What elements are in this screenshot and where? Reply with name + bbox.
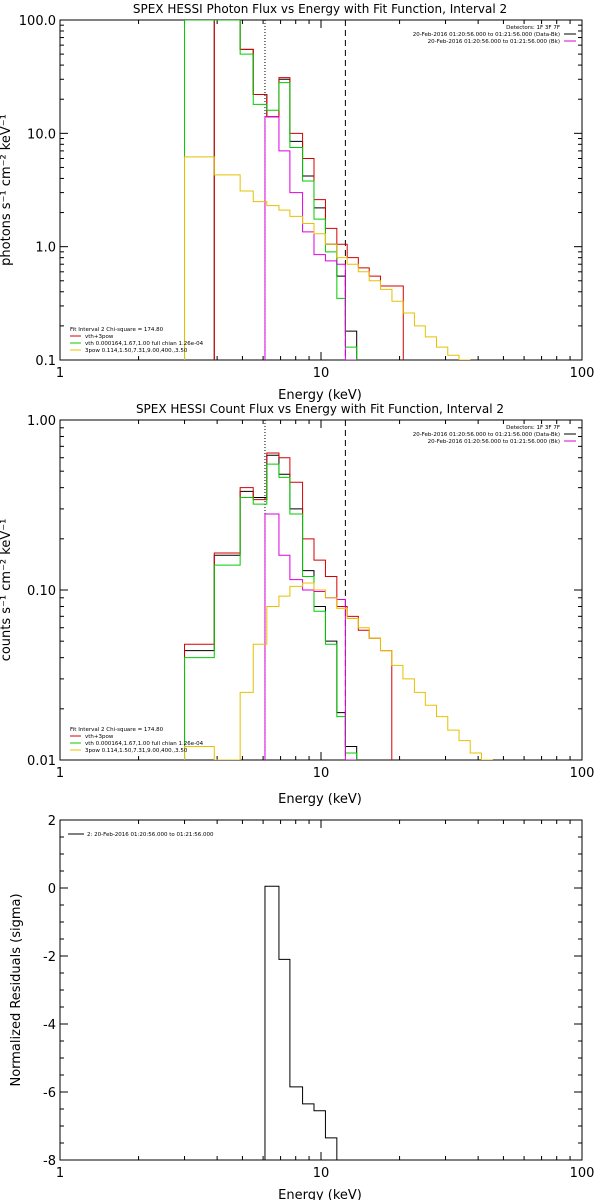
- data-series-2: [184, 20, 358, 360]
- y-tick-label: 0.01: [27, 754, 56, 769]
- y-tick-label: -8: [43, 1154, 56, 1169]
- legend-bottom-entry: 3pow 0.114,1.50,7.31,9.00,400.,3.50: [85, 748, 188, 754]
- y-tick-label: -4: [43, 1018, 56, 1033]
- count-x-axis-label: Energy (keV): [278, 792, 362, 807]
- legend-entry: 2: 20-Feb-2016 01:20:56.000 to 01:21:56.…: [87, 832, 214, 838]
- y-tick-label: 1.00: [27, 414, 56, 429]
- data-series-4: [184, 582, 493, 760]
- legend-top-entry: Detectors: 1F 3F 7F: [506, 425, 560, 431]
- y-tick-label: -6: [43, 1086, 56, 1101]
- residuals-panel: 1 10 100 -8 -6 -4 -2 0 2 Energy (keV) Normalized…: [9, 814, 594, 1200]
- photon-flux-title: SPEX HESSI Photon Flux vs Energy with Fi…: [133, 2, 507, 16]
- legend-top-entry: Detectors: 1F 3F 7F: [506, 25, 560, 31]
- legend-bottom-entry: vth 0.000164,1.67,1.00 full chian 1.26e-…: [85, 741, 204, 747]
- x-tick-label: 10: [313, 366, 330, 381]
- x-tick-label: 100: [570, 766, 595, 781]
- legend-top-entry: 20-Feb-2016 01:20:56.000 to 01:21:56.000…: [428, 39, 560, 45]
- y-tick-label: -2: [43, 950, 56, 965]
- legend-bottom-entry: vth+3pow: [85, 734, 114, 740]
- y-tick-label: 0.1: [35, 354, 56, 369]
- residuals-y-axis-label: Normalized Residuals (sigma): [9, 893, 24, 1086]
- data-series-0: [184, 454, 358, 760]
- data-series-1: [184, 452, 393, 760]
- x-tick-label: 10: [313, 766, 330, 781]
- legend-bottom-entry: 3pow 0.114,1.50,7.31,9.00,400.,3.50: [85, 348, 188, 354]
- photon-flux-panel: SPEX HESSI Photon Flux vs Energy with Fi…: [0, 2, 594, 403]
- data-series-1: [213, 20, 404, 360]
- y-tick-label: 0.10: [27, 584, 56, 599]
- count-flux-title: SPEX HESSI Count Flux vs Energy with Fit…: [136, 402, 504, 416]
- data-series-0: [213, 20, 358, 360]
- y-tick-label: 1.0: [35, 241, 56, 256]
- y-tick-label: 2: [48, 814, 56, 829]
- residuals-plot-frame: [59, 819, 583, 1161]
- legend-bottom-entry: vth+3pow: [85, 334, 114, 340]
- legend-bottom-entry: vth 0.000164,1.67,1.00 full chian 1.26e-…: [85, 341, 204, 347]
- x-tick-label: 100: [570, 366, 595, 381]
- residuals-x-axis-label: Energy (keV): [278, 1188, 362, 1200]
- y-tick-label: 10.0: [27, 127, 56, 142]
- data-series-0: [264, 885, 357, 1160]
- count-flux-panel: SPEX HESSI Count Flux vs Energy with Fit…: [0, 402, 594, 807]
- data-series-3: [264, 116, 357, 360]
- legend-bottom-entry: Fit Interval 2 Chi-square = 174.80: [70, 727, 164, 733]
- data-series-2: [184, 463, 358, 760]
- x-tick-label: 1: [56, 1166, 64, 1181]
- y-tick-label: 100.0: [19, 14, 56, 29]
- x-tick-label: 10: [313, 1166, 330, 1181]
- legend-top-entry: 20-Feb-2016 01:20:56.000 to 01:21:56.000…: [413, 32, 560, 38]
- legend-top-entry: 20-Feb-2016 01:20:56.000 to 01:21:56.000…: [413, 432, 560, 438]
- photon-plot-frame: [59, 19, 583, 361]
- y-tick-label: 0: [48, 882, 56, 897]
- x-tick-label: 100: [570, 1166, 595, 1181]
- data-series-4: [184, 156, 471, 360]
- x-tick-label: 1: [56, 766, 64, 781]
- legend-top-entry: 20-Feb-2016 01:20:56.000 to 01:21:56.000…: [428, 439, 560, 445]
- data-series-3: [264, 513, 357, 760]
- photon-y-axis-label: photons s⁻¹ cm⁻² keV⁻¹: [0, 114, 14, 266]
- x-tick-label: 1: [56, 366, 64, 381]
- legend-bottom-entry: Fit Interval 2 Chi-square = 174.80: [70, 327, 164, 333]
- photon-x-axis-label: Energy (keV): [278, 388, 362, 403]
- count-y-axis-label: counts s⁻¹ cm⁻² keV⁻¹: [0, 519, 14, 662]
